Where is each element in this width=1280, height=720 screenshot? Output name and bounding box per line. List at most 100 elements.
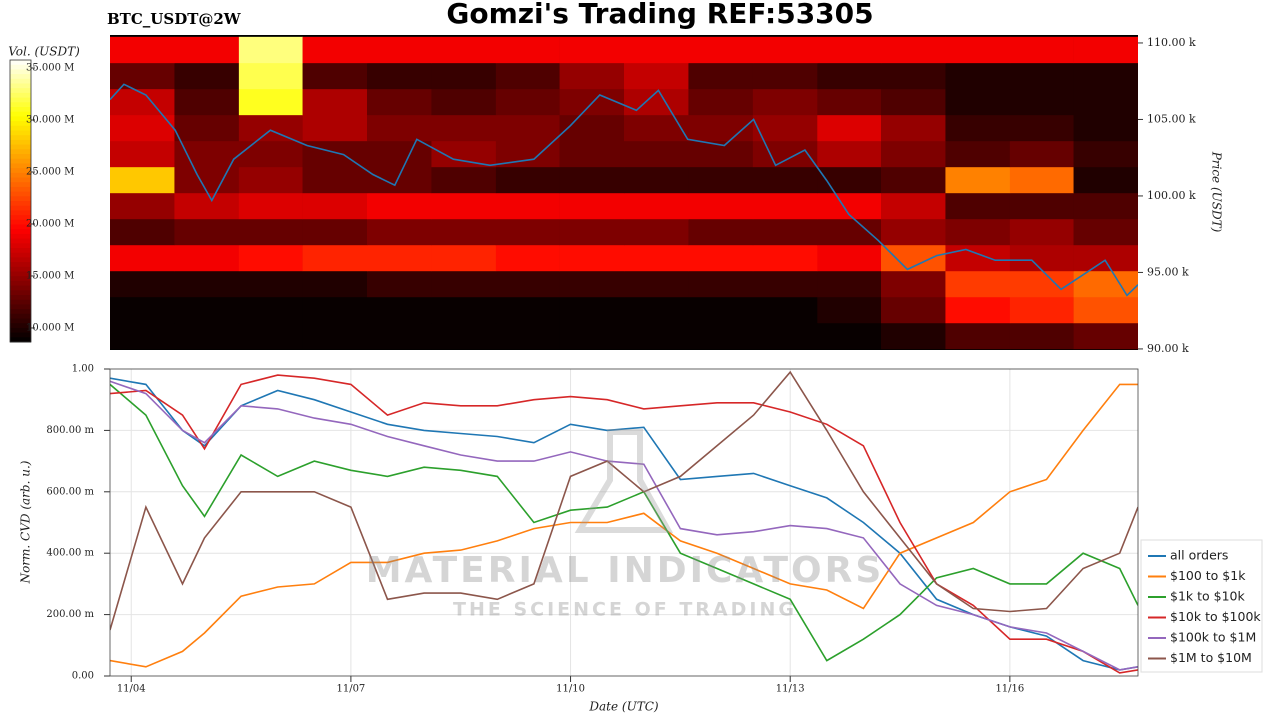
heatmap-cell [238,114,303,142]
y-tick-label: 105.00 k [1147,112,1196,125]
y-tick-label: 800.00 m [46,425,94,436]
heatmap-cell [302,270,368,298]
legend-label: $100k to $1M [1170,630,1256,645]
heatmap-cell [752,88,818,116]
heatmap-cell [238,270,303,298]
colorbar-frame [9,59,32,343]
heatmap-cell [367,296,432,324]
heatmap-cell [817,36,882,64]
colorbar-segment [10,172,31,178]
heatmap-cell [881,114,946,142]
heatmap-cell [624,270,689,298]
heatmap-cell [110,322,175,350]
heatmap-cell [752,166,818,194]
colorbar-segment [10,238,31,244]
chart-title: Gomzi's Trading REF:53305 [446,0,873,30]
heatmap-cell [881,62,946,90]
colorbar-label: Vol. (USDT) [8,45,80,59]
heatmap-cell [624,322,689,350]
heatmap-cell [559,218,625,246]
legend-label: all orders [1170,548,1228,563]
colorbar-segment [10,130,31,136]
colorbar-segment [10,266,31,272]
y-axis-label: Norm. CVD (arb. u.) [19,460,33,584]
heatmap-cell [238,166,303,194]
heatmap-cell [688,114,754,142]
heatmap-cell [174,192,240,220]
colorbar-segment [10,299,31,305]
heatmap-cell [367,88,432,116]
colorbar-segment [10,318,31,324]
heatmap-cell [688,296,754,324]
heatmap-cell [431,244,497,272]
heatmap-cell [1073,114,1138,142]
heatmap-cell [559,114,625,142]
heatmap-cell [1073,140,1138,168]
heatmap-cell [817,62,882,90]
heatmap-cell [1073,296,1138,324]
heatmap-cell [945,36,1011,64]
heatmap-cell [752,270,818,298]
colorbar-tick-label: 10.000 M [26,322,74,333]
y-tick-label: 90.00 k [1147,342,1189,355]
heatmap-cell [1073,270,1138,298]
heatmap-cell [302,218,368,246]
x-tick-label: 11/10 [556,684,585,695]
heatmap-cell [174,244,240,272]
heatmap-cell [752,218,818,246]
heatmap-cell [881,296,946,324]
heatmap-cell [559,36,625,64]
colorbar-segment [10,97,31,103]
heatmap-cell [688,270,754,298]
heatmap-cell [624,218,689,246]
colorbar-segment [10,276,31,282]
heatmap-cell [624,36,689,64]
colorbar-segment [10,233,31,240]
legend-label: $100 to $1k [1170,568,1246,583]
colorbar-tick-label: 15.000 M [26,270,74,281]
heatmap-cell [817,140,882,168]
heatmap-cell [238,36,303,64]
x-tick-label: 11/04 [117,684,146,695]
heatmap-cell [495,218,560,246]
colorbar-segment [10,295,31,301]
watermark: MATERIAL INDICATORS THE SCIENCE OF TRADI… [366,429,881,621]
heatmap-cell [174,296,240,324]
heatmap-cell [1009,270,1074,298]
colorbar-segment [10,88,31,94]
colorbar-segment [10,313,31,319]
colorbar-segment [10,243,31,249]
heatmap-cell [817,244,882,272]
colorbar-segment [10,285,31,291]
heatmap-cell [1009,88,1074,116]
colorbar-segment [10,69,31,75]
y-tick-label: 600.00 m [46,486,94,497]
heatmap-cell [559,166,625,194]
heatmap-cell [238,218,303,246]
heatmap-cell [945,88,1011,116]
colorbar-tick-label: 30.000 M [26,114,74,125]
heatmap-cell [431,166,497,194]
heatmap-cell [624,62,689,90]
heatmap-cell [559,62,625,90]
heatmap-cell [495,88,560,116]
colorbar-segment [10,83,31,89]
heatmap-cell [945,322,1011,350]
x-tick-label: 11/13 [776,684,805,695]
heatmap-cell [624,140,689,168]
heatmap-cell [817,88,882,116]
heatmap-cell [1009,114,1074,142]
heatmap-cell [881,36,946,64]
heatmap-cell [174,62,240,90]
heatmap-cell [367,270,432,298]
cvd-line [110,377,1138,671]
heatmap-cell [945,192,1011,220]
colorbar-segment [10,191,31,197]
colorbar-segment [10,182,31,188]
heatmap-cell [945,270,1011,298]
heatmap-cell [559,322,625,350]
colorbar-segment [10,280,31,287]
heatmap-cell [1073,192,1138,220]
heatmap-cell [624,114,689,142]
colorbar-segment [10,154,31,160]
